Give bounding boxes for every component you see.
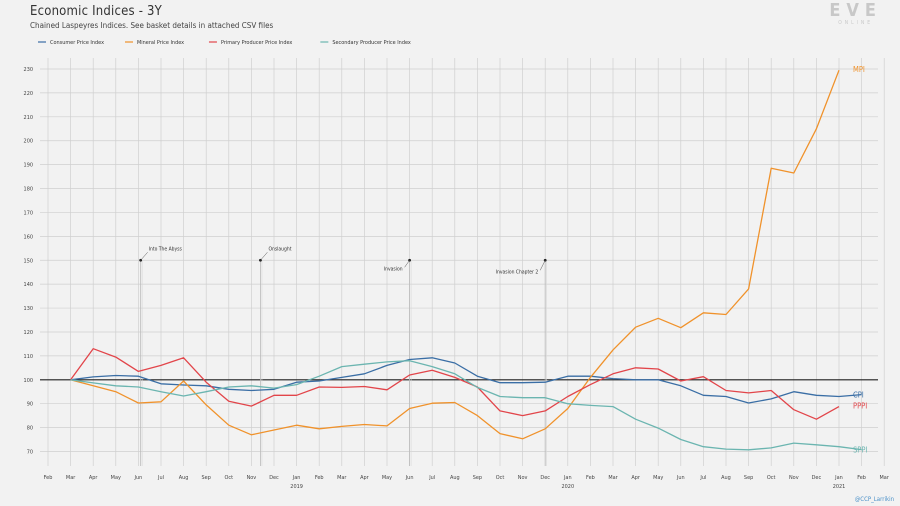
annotation-leader	[404, 260, 410, 268]
y-tick-label: 70	[27, 450, 33, 456]
legend-item: Mineral Price Index	[137, 40, 184, 46]
annotation-leader	[260, 252, 268, 261]
x-tick-label: Jun	[676, 475, 685, 481]
x-tick-label: Nov	[518, 475, 528, 481]
chart-title: Economic Indices - 3Y	[30, 4, 163, 19]
y-tick-label: 80	[27, 426, 33, 432]
plot-area	[40, 58, 878, 466]
y-tick-label: 90	[27, 402, 33, 408]
x-tick-label: Sep	[202, 475, 211, 481]
x-tick-label: Jul	[699, 475, 706, 481]
x-year-label: 2019	[290, 484, 303, 490]
x-tick-label: Mar	[66, 475, 76, 481]
x-tick-label: Aug	[721, 475, 731, 481]
author-credit[interactable]: @CCP_Larrikin	[854, 496, 894, 503]
logo-tagline: ONLINE	[838, 20, 874, 26]
chart-subtitle: Chained Laspeyres Indices. See basket de…	[30, 21, 274, 30]
x-tick-label: Oct	[225, 475, 234, 481]
y-tick-label: 190	[24, 163, 33, 169]
x-tick-label: Aug	[179, 475, 189, 481]
annotation-leader	[140, 252, 148, 261]
legend-item: Primary Producer Price Index	[221, 40, 292, 46]
x-tick-label: Dec	[269, 475, 279, 481]
x-tick-label: Feb	[44, 475, 53, 481]
x-tick-label: Nov	[789, 475, 799, 481]
x-year-label: 2021	[833, 484, 846, 490]
annotation-label: Invasion Chapter 2	[496, 269, 539, 275]
end-label-sppi: SPPI	[853, 446, 867, 455]
legend-item: Secondary Producer Price Index	[332, 40, 411, 46]
x-tick-label: Nov	[247, 475, 257, 481]
x-tick-label: Feb	[857, 475, 866, 481]
y-tick-label: 100	[24, 378, 33, 384]
annotation-label: Onslaught	[268, 246, 291, 252]
eve-online-logo: EVE ONLINE	[829, 2, 882, 27]
y-tick-label: 180	[24, 187, 33, 193]
x-tick-label: Apr	[631, 475, 641, 481]
x-tick-label: May	[382, 475, 392, 481]
x-tick-label: Jun	[405, 475, 414, 481]
end-label-pppi: PPPI	[853, 402, 867, 411]
x-tick-label: Jun	[134, 475, 143, 481]
y-tick-label: 230	[24, 67, 33, 73]
annotation-label: Invasion	[384, 266, 403, 272]
series-line-sppi	[70, 360, 862, 451]
x-year-label: 2020	[562, 484, 575, 490]
x-tick-label: Jan	[834, 475, 843, 481]
x-tick-label: Feb	[586, 475, 595, 481]
x-tick-label: Jan	[292, 475, 301, 481]
x-tick-label: May	[111, 475, 121, 481]
x-tick-label: Apr	[89, 475, 99, 481]
x-tick-label: Apr	[360, 475, 370, 481]
y-tick-label: 170	[24, 210, 33, 216]
x-tick-label: Sep	[744, 475, 753, 481]
x-tick-label: Jul	[157, 475, 164, 481]
end-label-cpi: CPI	[853, 391, 864, 400]
y-tick-label: 200	[24, 139, 33, 145]
x-tick-label: Mar	[337, 475, 347, 481]
legend-item: Consumer Price Index	[50, 40, 104, 46]
annotation-label: Into The Abyss	[149, 246, 183, 252]
x-tick-label: Sep	[473, 475, 482, 481]
x-tick-label: Mar	[880, 475, 890, 481]
y-tick-label: 140	[24, 282, 33, 288]
series-line-cpi	[70, 357, 862, 404]
x-tick-label: Feb	[315, 475, 324, 481]
x-tick-label: Jan	[563, 475, 572, 481]
logo-text: EVE	[829, 0, 882, 21]
y-tick-label: 160	[24, 234, 33, 240]
y-tick-label: 130	[24, 306, 33, 312]
x-tick-label: Jul	[428, 475, 435, 481]
x-tick-label: Aug	[450, 475, 460, 481]
y-tick-label: 110	[24, 354, 33, 360]
x-tick-label: Mar	[608, 475, 618, 481]
x-tick-label: Oct	[767, 475, 776, 481]
y-tick-label: 210	[24, 115, 33, 121]
y-tick-label: 220	[24, 91, 33, 97]
y-tick-label: 120	[24, 330, 33, 336]
x-tick-label: Oct	[496, 475, 505, 481]
end-label-mpi: MPI	[853, 65, 865, 74]
annotation-leader	[539, 260, 546, 271]
x-tick-label: Dec	[812, 475, 822, 481]
x-tick-label: May	[653, 475, 663, 481]
y-tick-label: 150	[24, 258, 33, 264]
x-tick-label: Dec	[540, 475, 550, 481]
